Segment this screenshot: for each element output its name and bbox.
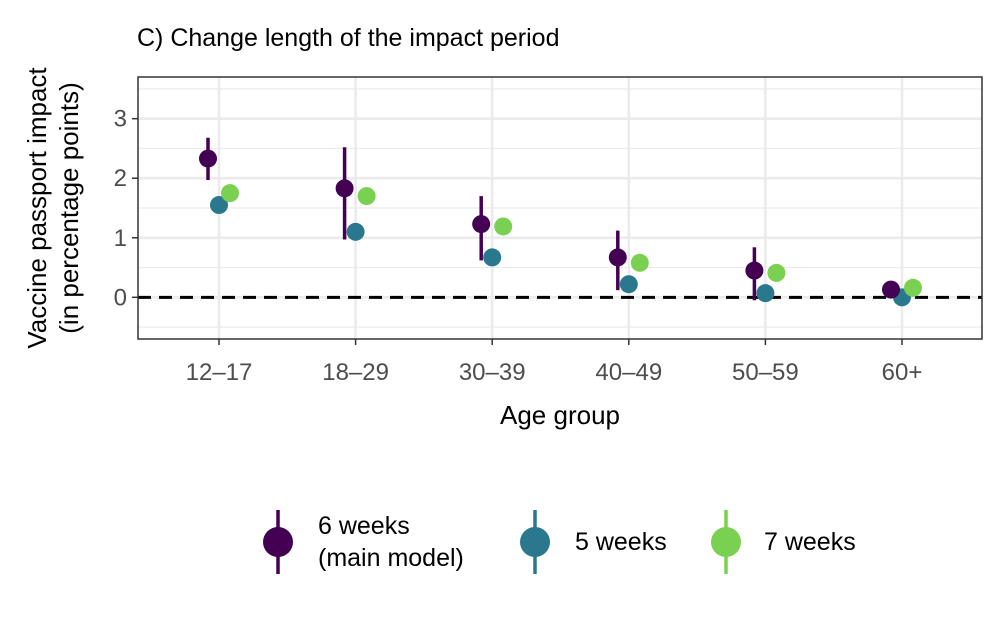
y-tick-label: 0 — [114, 284, 127, 311]
x-tick-label: 50–59 — [732, 359, 799, 386]
legend-label: 7 weeks — [764, 528, 856, 556]
data-point — [494, 217, 513, 236]
data-point — [483, 248, 502, 267]
data-marks — [199, 137, 922, 307]
legend-label: 6 weeks — [318, 512, 410, 540]
data-point — [619, 275, 638, 294]
y-axis-title-line-2: (in percentage points) — [54, 82, 84, 333]
data-point — [904, 278, 922, 297]
x-tick-label: 40–49 — [595, 359, 662, 386]
data-point — [210, 196, 228, 215]
chart-title: C) Change length of the impact period — [137, 24, 559, 52]
y-tick-label: 3 — [114, 106, 127, 133]
y-axis-title-line-1: Vaccine passport impact — [22, 67, 52, 349]
data-point — [199, 149, 217, 168]
x-tick-label: 30–39 — [459, 359, 526, 386]
x-tick-label: 18–29 — [322, 359, 389, 386]
x-tick-label: 12–17 — [186, 359, 253, 386]
data-point — [608, 248, 627, 267]
legend: 6 weeks (main model) 5 weeks 7 weeks — [263, 510, 856, 574]
data-point — [630, 253, 649, 272]
legend-key-point — [263, 527, 293, 557]
x-axis-title: Age group — [500, 400, 620, 430]
data-point — [882, 280, 900, 299]
legend-label: 5 weeks — [575, 528, 667, 556]
legend-key-point — [711, 527, 741, 557]
x-tick-label: 60+ — [882, 359, 923, 386]
data-point — [346, 222, 365, 241]
data-point — [221, 184, 239, 203]
data-point — [756, 284, 775, 303]
data-point — [357, 187, 376, 206]
y-tick-label: 2 — [114, 165, 127, 192]
plot-border — [137, 76, 983, 340]
data-point — [745, 261, 764, 280]
legend-key-point — [520, 527, 550, 557]
x-axis: 12–17 18–29 30–39 40–49 50–59 60+ — [186, 339, 923, 386]
y-tick-label: 1 — [114, 225, 127, 252]
data-point — [767, 263, 786, 282]
y-axis: 0 1 2 3 — [114, 106, 138, 311]
data-point — [335, 179, 354, 198]
data-point — [472, 215, 491, 234]
legend-label: (main model) — [318, 544, 464, 572]
